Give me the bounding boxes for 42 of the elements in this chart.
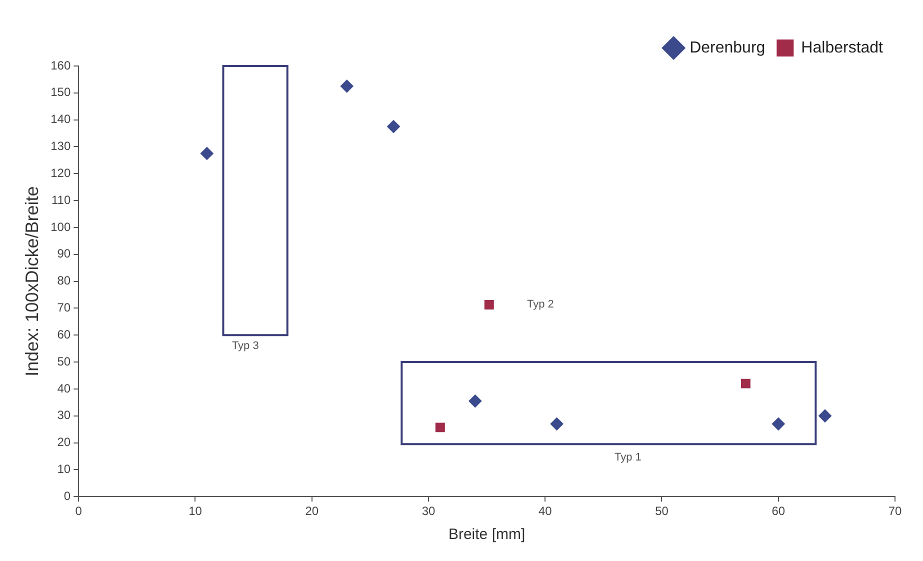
y-tick-label: 50	[57, 354, 71, 368]
y-tick-label: 40	[57, 381, 71, 396]
y-tick-label: 30	[57, 408, 71, 422]
point	[818, 409, 832, 422]
annotation: Typ 2	[527, 298, 554, 311]
y-axis-title: Index: 100xDicke/Breite	[22, 186, 42, 376]
y-tick-label: 120	[50, 166, 71, 180]
x-tick-label: 20	[305, 504, 319, 518]
y-tick-label: 60	[57, 327, 71, 342]
point	[550, 417, 564, 430]
x-tick-label: 50	[655, 504, 669, 518]
y-tick-label: 0	[64, 488, 71, 503]
x-tick-label: 30	[422, 504, 436, 518]
legend-label: Derenburg	[690, 39, 766, 56]
y-tick-label: 70	[57, 300, 71, 315]
point	[340, 80, 354, 93]
x-tick-label: 70	[888, 504, 902, 518]
y-tick-label: 100	[50, 220, 71, 234]
annotation: Typ 3	[232, 340, 259, 352]
legend-label: Halberstadt	[801, 39, 884, 56]
y-tick-label: 110	[51, 192, 71, 207]
y-tick-label: 140	[50, 112, 71, 126]
point	[484, 300, 494, 310]
x-axis-title: Breite [mm]	[448, 526, 526, 544]
y-tick-label: 20	[57, 435, 71, 450]
point	[468, 394, 482, 408]
x-tick-label: 40	[538, 504, 552, 518]
y-tick-label: 80	[57, 274, 71, 288]
y-tick-label: 10	[57, 462, 71, 476]
annotation: Typ 1	[614, 451, 642, 464]
x-tick-label: 0	[75, 504, 82, 518]
point	[200, 146, 214, 160]
x-tick-label: 10	[188, 504, 202, 518]
y-tick-label: 160	[50, 58, 71, 72]
x-tick-label: 60	[772, 504, 786, 518]
point	[435, 422, 445, 432]
point	[740, 378, 750, 388]
y-tick-label: 90	[57, 246, 71, 261]
y-tick-label: 150	[50, 85, 71, 100]
point	[772, 417, 785, 430]
point	[387, 120, 400, 134]
y-tick-label: 130	[50, 139, 71, 154]
